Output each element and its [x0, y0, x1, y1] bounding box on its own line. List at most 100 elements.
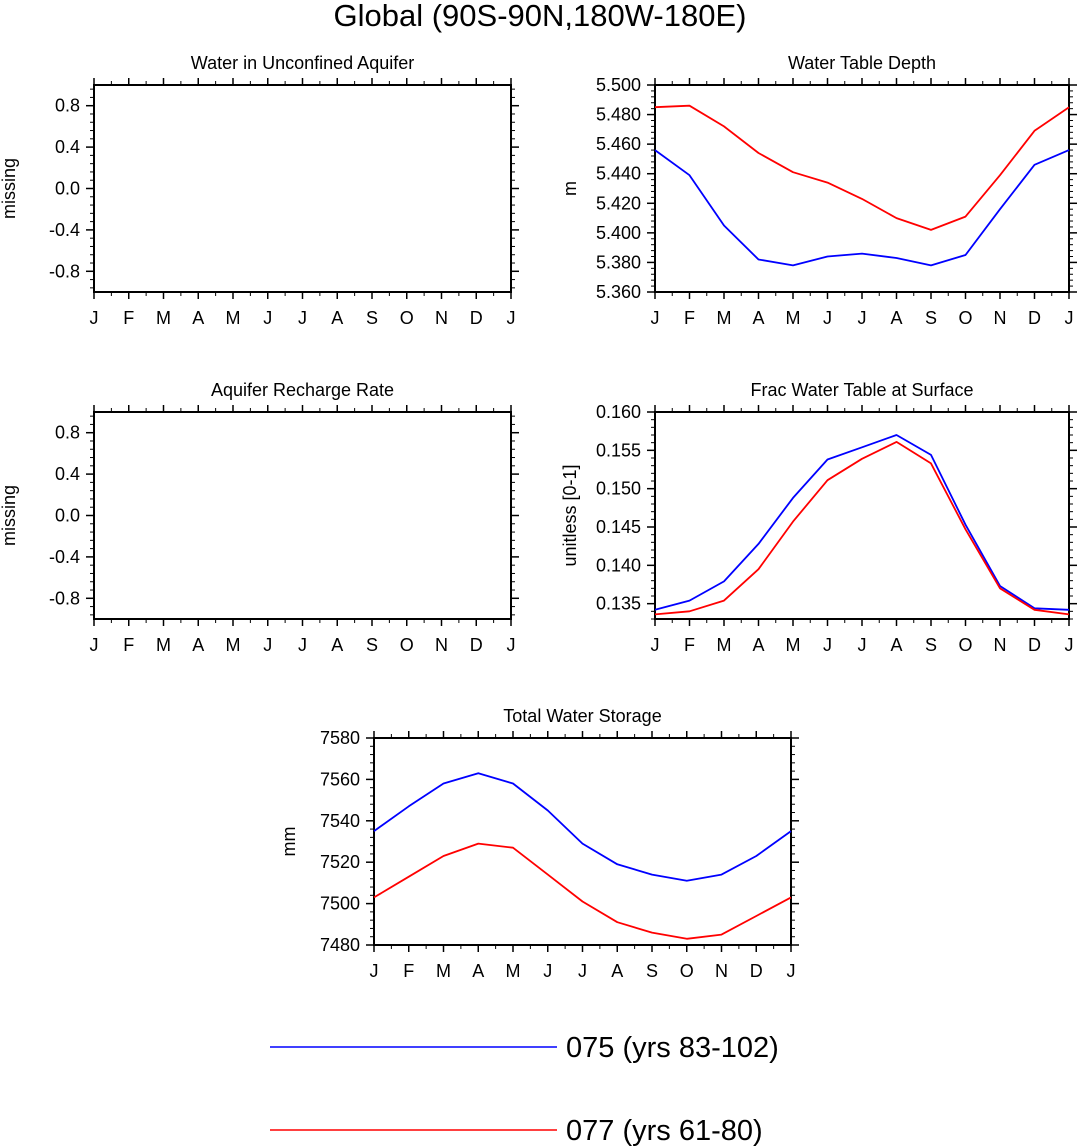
- y-tick-label: 0.4: [55, 464, 80, 484]
- plot-frame: [93, 84, 512, 293]
- x-tick-label: J: [1065, 308, 1074, 328]
- x-tick-label: A: [752, 308, 764, 328]
- y-tick-label: 5.480: [596, 105, 641, 125]
- y-tick-label: -0.4: [49, 220, 80, 240]
- x-tick-label: A: [752, 635, 764, 655]
- series-line: [654, 104, 1070, 231]
- x-tick-label: A: [192, 635, 204, 655]
- y-tick-label: 0.0: [55, 179, 80, 199]
- y-tick-label: 5.380: [596, 252, 641, 272]
- x-tick-label: N: [715, 961, 728, 981]
- y-tick-label: 0.160: [596, 402, 641, 422]
- x-tick-label: M: [226, 635, 241, 655]
- x-tick-label: N: [994, 635, 1007, 655]
- x-tick-label: D: [750, 961, 763, 981]
- x-tick-label: F: [684, 635, 695, 655]
- y-tick-label: 5.500: [596, 75, 641, 95]
- x-tick-label: J: [90, 308, 99, 328]
- x-tick-label: A: [192, 308, 204, 328]
- x-tick-label: J: [1065, 635, 1074, 655]
- y-axis-label: unitless [0-1]: [560, 464, 580, 566]
- x-tick-label: J: [298, 308, 307, 328]
- legend-label: 077 (yrs 61-80): [566, 1115, 763, 1147]
- x-tick-label: F: [123, 308, 134, 328]
- x-tick-label: M: [717, 308, 732, 328]
- x-tick-label: M: [226, 308, 241, 328]
- y-tick-label: 5.400: [596, 223, 641, 243]
- y-tick-label: 0.150: [596, 479, 641, 499]
- x-tick-label: J: [298, 635, 307, 655]
- series-line: [654, 149, 1070, 267]
- y-tick-label: 5.420: [596, 193, 641, 213]
- x-tick-label: N: [435, 635, 448, 655]
- x-tick-label: J: [651, 308, 660, 328]
- plot-frame: [93, 411, 512, 620]
- x-tick-label: M: [156, 308, 171, 328]
- y-tick-label: 0.8: [55, 96, 80, 116]
- y-tick-label: -0.8: [49, 261, 80, 281]
- x-tick-label: J: [578, 961, 587, 981]
- plot-frame: [654, 411, 1070, 620]
- y-tick-label: 7480: [320, 935, 360, 955]
- y-tick-label: 5.460: [596, 134, 641, 154]
- x-tick-label: S: [646, 961, 658, 981]
- chart-title: Aquifer Recharge Rate: [211, 380, 394, 400]
- x-tick-label: A: [331, 308, 343, 328]
- x-tick-label: J: [823, 308, 832, 328]
- x-tick-label: J: [543, 961, 552, 981]
- y-tick-label: -0.4: [49, 547, 80, 567]
- x-tick-label: N: [994, 308, 1007, 328]
- legend: 075 (yrs 83-102) 077 (yrs 61-80): [270, 1032, 779, 1147]
- x-tick-label: M: [786, 308, 801, 328]
- plot-frame: [373, 737, 792, 946]
- chart-title: Frac Water Table at Surface: [750, 380, 973, 400]
- x-tick-label: S: [925, 635, 937, 655]
- y-axis-label: missing: [0, 485, 19, 546]
- y-tick-label: 0.155: [596, 440, 641, 460]
- legend-label: 075 (yrs 83-102): [566, 1032, 779, 1064]
- y-tick-label: 7500: [320, 894, 360, 914]
- x-tick-label: A: [890, 308, 902, 328]
- y-tick-label: 5.360: [596, 282, 641, 302]
- series-line: [373, 842, 792, 940]
- x-tick-label: O: [400, 635, 414, 655]
- x-tick-label: A: [611, 961, 623, 981]
- plot-frame: [654, 84, 1070, 293]
- y-axis-label: mm: [279, 827, 299, 857]
- y-tick-label: 0.145: [596, 517, 641, 537]
- x-tick-label: M: [717, 635, 732, 655]
- x-tick-label: N: [435, 308, 448, 328]
- x-tick-label: M: [506, 961, 521, 981]
- x-tick-label: J: [370, 961, 379, 981]
- chart-title: Total Water Storage: [503, 706, 661, 726]
- x-tick-label: D: [1028, 635, 1041, 655]
- x-tick-label: S: [366, 308, 378, 328]
- x-tick-label: O: [680, 961, 694, 981]
- series-line: [654, 440, 1070, 616]
- chart-title: Water Table Depth: [788, 53, 936, 73]
- x-tick-label: A: [331, 635, 343, 655]
- x-tick-label: M: [436, 961, 451, 981]
- x-tick-label: M: [786, 635, 801, 655]
- y-tick-label: 7520: [320, 852, 360, 872]
- legend-entry: 077 (yrs 61-80): [270, 1115, 763, 1147]
- y-tick-label: 7580: [320, 728, 360, 748]
- x-tick-label: A: [472, 961, 484, 981]
- y-axis-label: m: [560, 181, 580, 196]
- y-tick-label: 0.140: [596, 555, 641, 575]
- y-tick-label: 0.0: [55, 506, 80, 526]
- y-tick-label: 5.440: [596, 164, 641, 184]
- y-axis-label: missing: [0, 158, 19, 219]
- y-tick-label: -0.8: [49, 588, 80, 608]
- y-tick-label: 0.8: [55, 423, 80, 443]
- x-tick-label: M: [156, 635, 171, 655]
- x-tick-label: J: [823, 635, 832, 655]
- chart-tws: Total Water Storage mm J F M A M J J A S O N D J 7480 75…: [279, 706, 799, 981]
- x-tick-label: J: [507, 308, 516, 328]
- x-tick-label: J: [263, 635, 272, 655]
- chart-aquifer: Water in Unconfined Aquifer missing J F M A M J…: [0, 53, 519, 328]
- x-tick-label: J: [507, 635, 516, 655]
